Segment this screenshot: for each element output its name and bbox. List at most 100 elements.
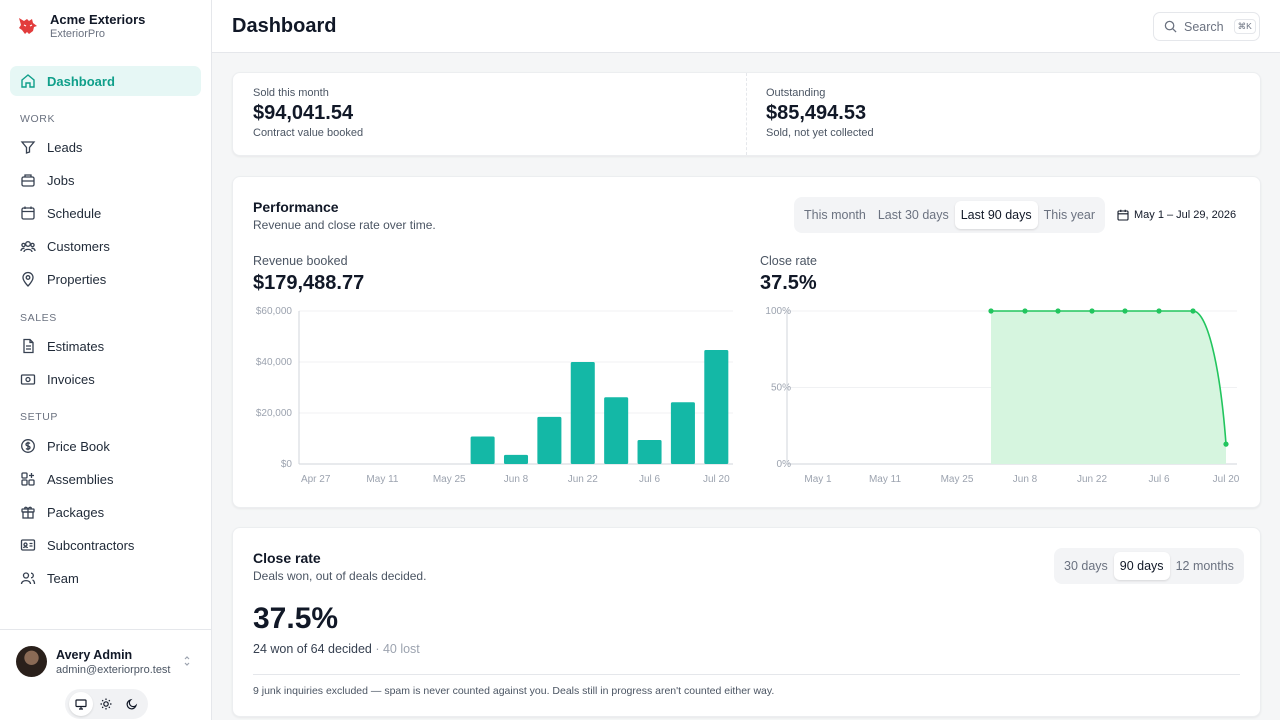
- close-rate-point: [1122, 308, 1128, 314]
- stat-outstanding: Outstanding $85,494.53 Sold, not yet col…: [746, 73, 1260, 155]
- revenue-bar: [637, 440, 662, 464]
- sidebar-item-price-book[interactable]: Price Book: [10, 431, 201, 461]
- dollar-circle-icon: [21, 439, 35, 453]
- sidebar-item-packages[interactable]: Packages: [10, 497, 201, 527]
- stats-card: Sold this month $94,041.54 Contract valu…: [232, 72, 1261, 156]
- revenue-value: $179,488.77: [253, 272, 365, 294]
- moon-icon: [126, 698, 138, 710]
- close-rate-point: [1089, 308, 1095, 314]
- sidebar-item-label: Schedule: [47, 205, 102, 221]
- nav-section-sales: SALES: [20, 312, 57, 324]
- tab-12-months[interactable]: 12 months: [1175, 559, 1234, 573]
- brand[interactable]: Acme Exteriors ExteriorPro: [16, 12, 145, 40]
- tab-last-30-days[interactable]: Last 30 days: [877, 208, 949, 222]
- performance-range-tabs: This month Last 30 days Last 90 days Thi…: [794, 197, 1106, 233]
- sidebar-item-label: Leads: [47, 139, 83, 155]
- close-rate-lost: 40 lost: [382, 642, 420, 656]
- sidebar-item-assemblies[interactable]: Assemblies: [10, 464, 201, 494]
- search-label: Search: [1184, 19, 1224, 34]
- sidebar-item-invoices[interactable]: Invoices: [10, 364, 201, 394]
- revenue-bar: [670, 402, 695, 464]
- tab-last-90-days[interactable]: Last 90 days: [954, 201, 1038, 229]
- date-range-picker[interactable]: May 1 – Jul 29, 2026: [1117, 209, 1236, 221]
- y-tick-label: 50%: [771, 383, 791, 394]
- y-tick-label: 0%: [777, 459, 792, 470]
- user-menu[interactable]: Avery Admin admin@exteriorpro.test: [0, 629, 211, 720]
- performance-title: Performance: [253, 199, 339, 215]
- stat-value: $94,041.54: [253, 102, 354, 124]
- revenue-bar-chart: $0 $20,000 $40,000 $60,000 Apr 27 May 11 May 2…: [256, 306, 733, 485]
- close-rate-point: [988, 308, 994, 314]
- sidebar-item-label: Customers: [47, 238, 110, 254]
- close-rate-divider: [253, 674, 1240, 675]
- close-rate-point: [1022, 308, 1028, 314]
- y-tick-label: 100%: [765, 306, 791, 317]
- sun-icon: [100, 698, 112, 710]
- calendar-icon: [1117, 209, 1129, 221]
- sidebar-item-leads[interactable]: Leads: [10, 132, 201, 162]
- sidebar-item-estimates[interactable]: Estimates: [10, 331, 201, 361]
- revenue-bar: [570, 362, 595, 464]
- banknote-icon: [20, 374, 36, 385]
- home-icon: [21, 74, 35, 88]
- sidebar-item-jobs[interactable]: Jobs: [10, 165, 201, 195]
- close-rate-detail: 24 won of 64 decided · 40 lost: [253, 642, 420, 656]
- theme-light-button[interactable]: [94, 692, 118, 716]
- tab-this-year[interactable]: This year: [1043, 208, 1096, 222]
- users-icon: [20, 241, 36, 253]
- gift-icon: [21, 506, 35, 519]
- tab-90-days[interactable]: 90 days: [1113, 552, 1170, 580]
- close-rate-point: [1055, 308, 1061, 314]
- blocks-icon: [21, 472, 35, 486]
- sidebar-item-schedule[interactable]: Schedule: [10, 198, 201, 228]
- revenue-bar: [704, 350, 729, 464]
- close-rate-title: Close rate: [253, 550, 321, 566]
- theme-dark-button[interactable]: [120, 692, 144, 716]
- brand-name: Acme Exteriors: [50, 12, 146, 27]
- stat-value: $85,494.53: [766, 102, 867, 124]
- search-icon: [1164, 20, 1177, 33]
- x-tick-label: Jun 8: [504, 474, 529, 485]
- funnel-icon: [20, 141, 36, 154]
- search-button[interactable]: Search ⌘K: [1153, 12, 1260, 41]
- tab-30-days[interactable]: 30 days: [1064, 559, 1108, 573]
- sidebar-item-subcontractors[interactable]: Subcontractors: [10, 530, 201, 560]
- x-tick-label: Jul 20: [703, 474, 730, 485]
- sidebar-item-label: Team: [47, 570, 79, 586]
- close-rate-separator: ·: [371, 642, 383, 656]
- tab-this-month[interactable]: This month: [804, 208, 866, 222]
- sidebar-item-label: Dashboard: [47, 73, 115, 89]
- id-card-icon: [20, 539, 36, 551]
- calendar-icon: [21, 206, 35, 220]
- nav-section-setup: SETUP: [20, 411, 59, 423]
- close-rate-point: [1190, 308, 1196, 314]
- theme-system-button[interactable]: [68, 692, 93, 716]
- chevron-up-down-icon: [184, 656, 190, 666]
- search-shortcut: ⌘K: [1233, 19, 1256, 34]
- x-tick-label: Jun 22: [568, 474, 598, 485]
- performance-subtitle: Revenue and close rate over time.: [253, 218, 436, 232]
- x-tick-label: May 1: [804, 474, 832, 485]
- x-tick-label: May 11: [869, 474, 901, 485]
- sidebar-item-properties[interactable]: Properties: [10, 264, 201, 294]
- close-rate-subtitle: Deals won, out of deals decided.: [253, 569, 427, 583]
- sidebar: Acme Exteriors ExteriorPro Dashboard WOR…: [0, 0, 212, 720]
- sidebar-item-label: Estimates: [47, 338, 105, 354]
- sidebar-item-label: Assemblies: [47, 471, 114, 487]
- x-tick-label: Jun 22: [1077, 474, 1107, 485]
- close-rate-footnote: 9 junk inquiries excluded — spam is neve…: [253, 685, 775, 697]
- user-name: Avery Admin: [56, 648, 133, 662]
- y-tick-label: $60,000: [256, 306, 293, 317]
- close-rate-point: [1223, 441, 1229, 447]
- sidebar-item-label: Jobs: [47, 172, 75, 188]
- stat-sub: Sold, not yet collected: [766, 127, 874, 139]
- sidebar-item-dashboard[interactable]: Dashboard: [10, 66, 201, 96]
- date-range-label: May 1 – Jul 29, 2026: [1134, 209, 1237, 221]
- x-tick-label: May 11: [366, 474, 398, 485]
- close-rate-value: 37.5%: [760, 272, 817, 294]
- stat-sub: Contract value booked: [253, 127, 364, 139]
- sidebar-item-team[interactable]: Team: [10, 563, 201, 593]
- map-pin-icon: [22, 271, 34, 287]
- close-rate-card: Close rate Deals won, out of deals decid…: [232, 527, 1261, 717]
- sidebar-item-customers[interactable]: Customers: [10, 231, 201, 261]
